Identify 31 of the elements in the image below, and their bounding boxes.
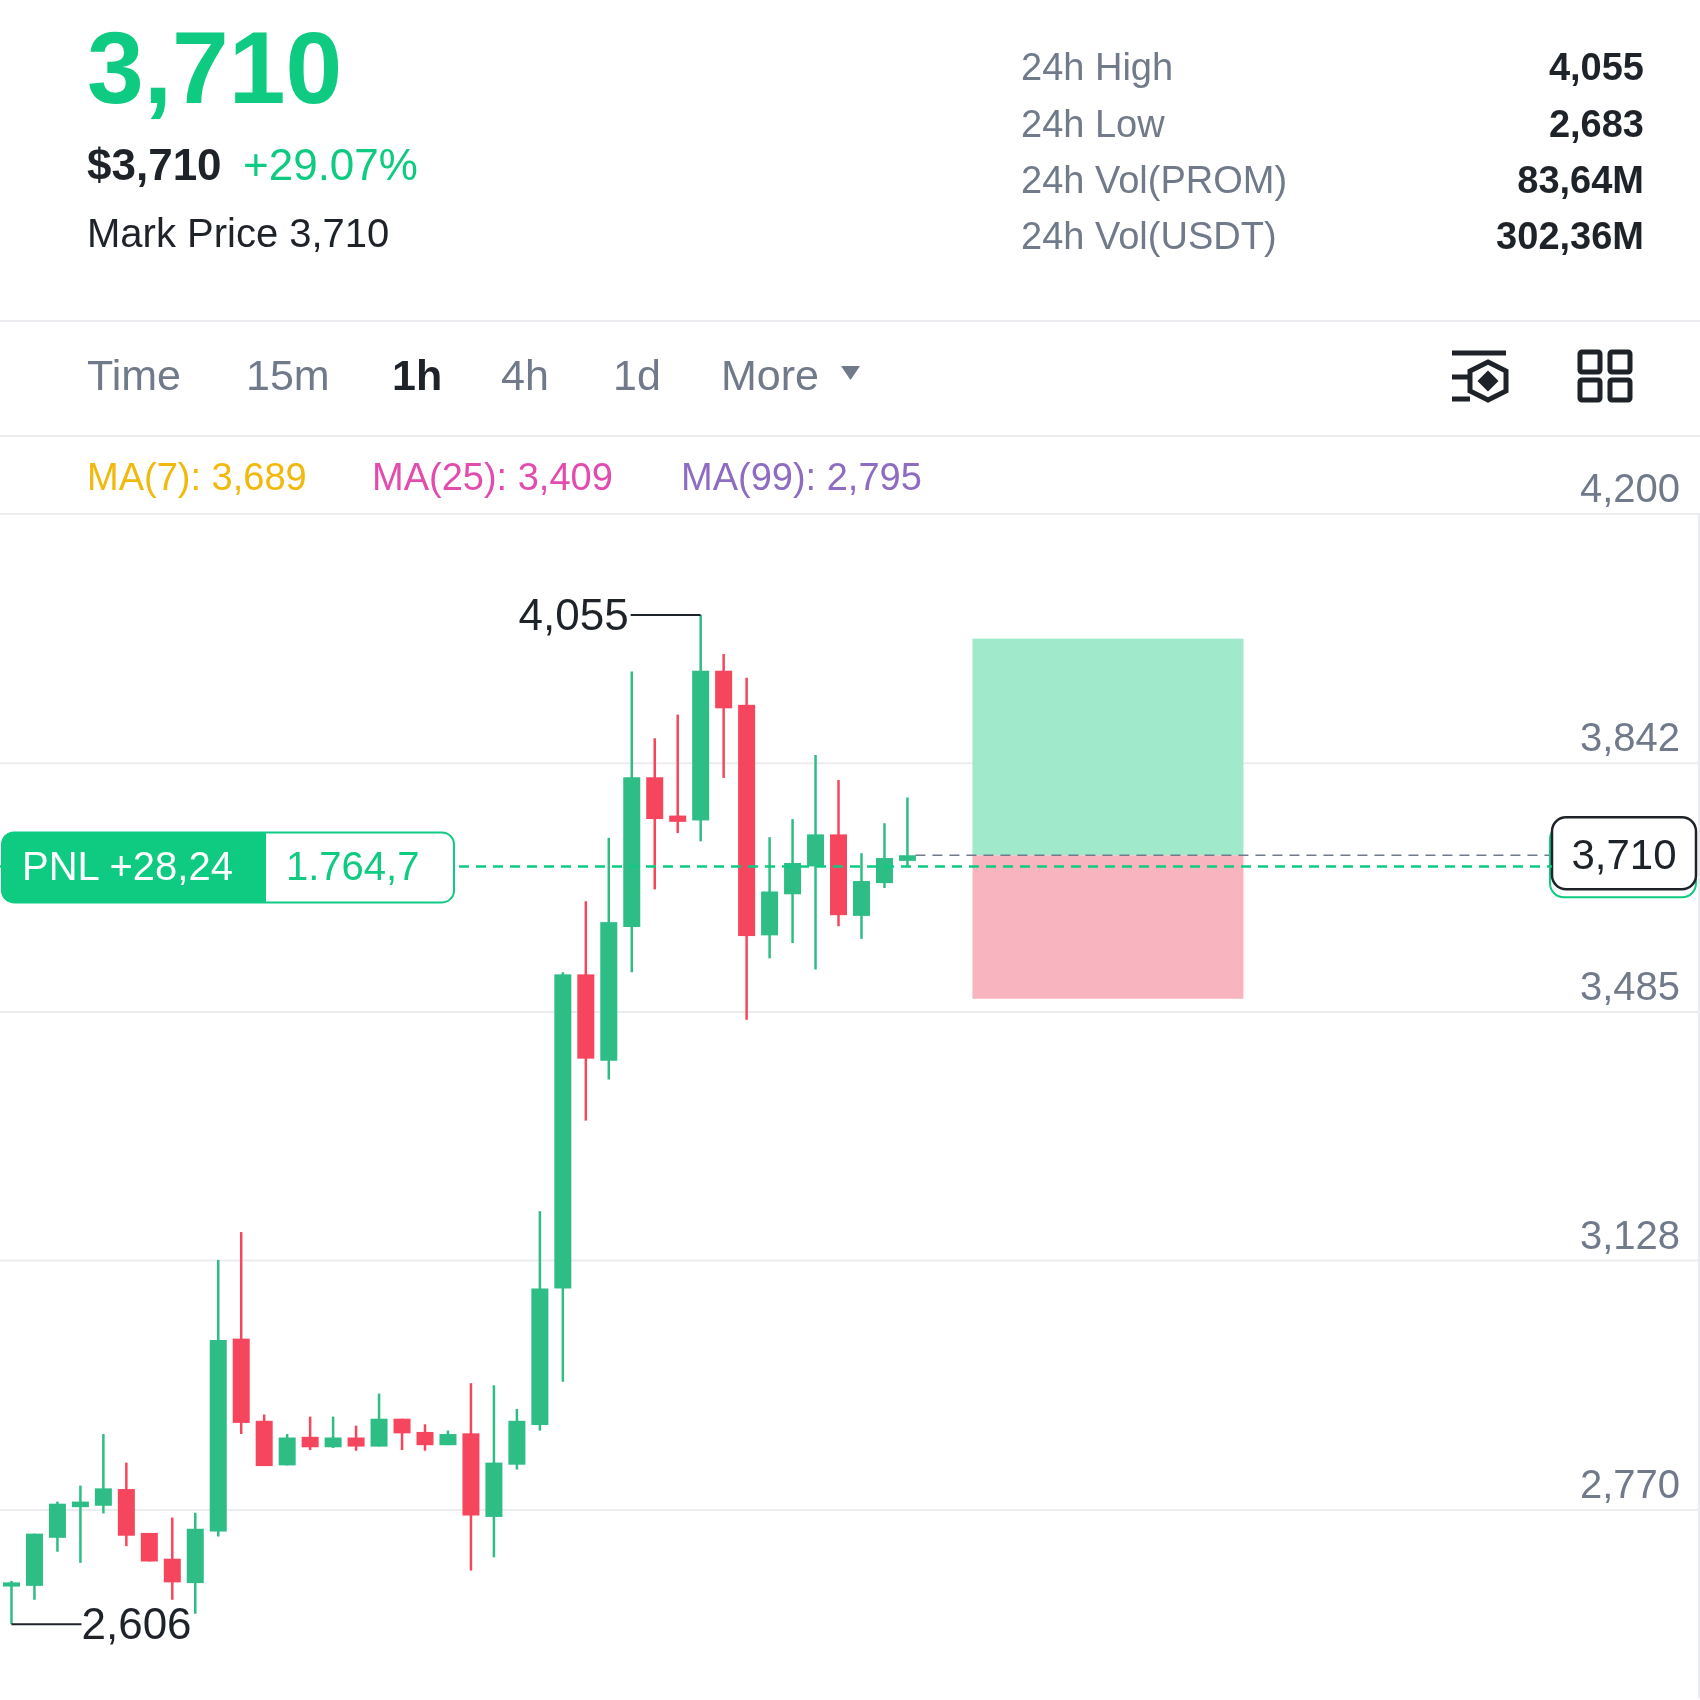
- text: 24h Vol(PROM): [1021, 159, 1288, 201]
- text: 1d: [613, 351, 661, 399]
- text: MA(25): 3,409: [372, 456, 613, 498]
- y-tick-label: 3,842: [1579, 715, 1680, 760]
- chart-title: 3,710: [87, 11, 343, 125]
- text: 24h Vol(USDT): [1021, 215, 1277, 257]
- annotation: 4,055: [518, 589, 629, 639]
- text: 4,055: [1548, 46, 1644, 88]
- text: 24h Low: [1021, 103, 1166, 145]
- y-tick-label: 4,200: [1579, 466, 1680, 510]
- annotation: 2,606: [81, 1599, 192, 1649]
- annotation: 1.764,7: [286, 844, 420, 889]
- y-tick-label: 3,128: [1579, 1212, 1680, 1257]
- text: $3,710: [87, 140, 222, 189]
- ref-line-label: 3,710: [1571, 831, 1677, 879]
- ref-line-label: PNL +28,24: [22, 844, 233, 889]
- text: 1h: [392, 351, 443, 399]
- text: 4h: [501, 351, 549, 399]
- y-tick-label: 3,485: [1579, 963, 1680, 1008]
- text: 302,36M: [1496, 215, 1644, 257]
- text: +29.07%: [243, 140, 418, 189]
- text: 24h High: [1021, 46, 1174, 88]
- text: 2,683: [1548, 103, 1644, 145]
- text: 15m: [246, 351, 330, 399]
- y-tick-label: 2,770: [1579, 1461, 1680, 1506]
- text: MA(99): 2,795: [681, 456, 922, 498]
- text: More: [721, 351, 819, 399]
- text: Time: [87, 351, 181, 399]
- text: Mark Price 3,710: [87, 211, 390, 255]
- text: MA(7): 3,689: [87, 456, 307, 498]
- text: 83,64M: [1517, 159, 1644, 201]
